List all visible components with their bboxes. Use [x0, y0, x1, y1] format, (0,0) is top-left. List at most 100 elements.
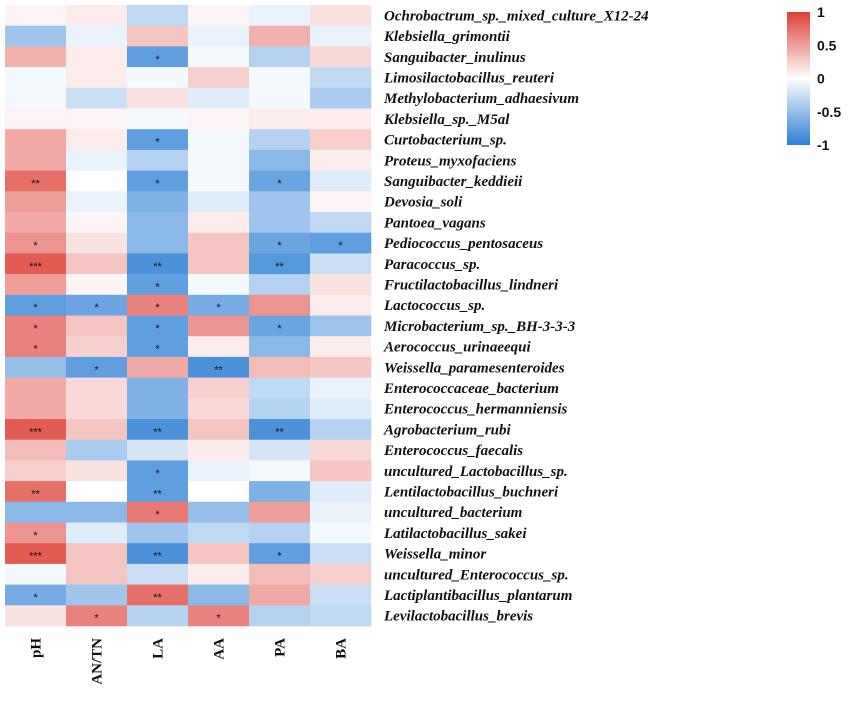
heatmap-cell [127, 67, 189, 89]
heatmap-cell [127, 377, 189, 399]
heatmap-cell [310, 605, 372, 627]
significance-marker: ** [153, 592, 162, 604]
heatmap-cell [310, 212, 372, 233]
heatmap-cell [188, 419, 250, 440]
heatmap-cell [310, 501, 372, 523]
heatmap-cell [310, 232, 372, 254]
heatmap-cell [188, 87, 250, 109]
heatmap-cell [249, 170, 311, 192]
row-label: Enterococcus_faecalis [383, 443, 523, 459]
heatmap-cell [127, 212, 189, 233]
row-label: Devosia_soli [383, 195, 463, 211]
heatmap-cell [249, 46, 311, 68]
colorbar-tick-label: 0.5 [817, 37, 837, 53]
significance-marker: * [33, 240, 38, 252]
heatmap-cell [66, 191, 128, 213]
heatmap-cell [188, 232, 250, 254]
heatmap-cell [310, 377, 372, 399]
heatmap-cell [249, 67, 311, 89]
heatmap-cell [66, 294, 128, 316]
heatmap-cell [249, 460, 311, 482]
heatmap-cell [66, 170, 128, 192]
row-label: uncultured_bacterium [384, 505, 522, 521]
heatmap-cell [310, 543, 372, 565]
heatmap-cell [127, 170, 189, 192]
heatmap-cell [188, 191, 250, 213]
significance-marker: * [277, 178, 282, 190]
heatmap-cell [310, 356, 372, 378]
heatmap-cell [127, 419, 189, 440]
heatmap-cell [5, 543, 67, 565]
colorbar [787, 12, 810, 145]
heatmap-cell [310, 5, 372, 26]
heatmap-cell [5, 481, 67, 503]
heatmap-cell [127, 253, 189, 275]
colorbar-tick-label: -1 [817, 137, 830, 153]
heatmap-cell [310, 87, 372, 109]
heatmap-cell [5, 170, 67, 192]
heatmap-cell [5, 129, 67, 151]
heatmap-cell [249, 336, 311, 358]
heatmap-cell [5, 25, 67, 47]
heatmap-cell [249, 232, 311, 254]
heatmap-cell [249, 563, 311, 585]
heatmap-cell [188, 543, 250, 565]
heatmap-cell [249, 274, 311, 296]
heatmap-cell [310, 522, 372, 544]
row-label: Enterococcus_hermanniensis [383, 402, 568, 418]
row-label: Sanguibacter_inulinus [384, 50, 526, 66]
heatmap-cell [310, 149, 372, 171]
heatmap-cell [188, 149, 250, 171]
heatmap-cell [249, 212, 311, 233]
column-label: pH [29, 638, 45, 658]
heatmap-cell [66, 377, 128, 399]
significance-marker: * [155, 323, 160, 335]
heatmap-cell [188, 481, 250, 503]
heatmap-cell [188, 563, 250, 585]
heatmap-cell [66, 501, 128, 523]
heatmap-cell [66, 398, 128, 420]
significance-marker: ** [153, 488, 162, 500]
heatmap-cell [5, 294, 67, 316]
column-label: AN/TN [90, 638, 106, 685]
heatmap-cell [5, 584, 67, 606]
heatmap-cell [127, 584, 189, 606]
heatmap-cell [249, 398, 311, 420]
heatmap-cell [188, 170, 250, 192]
heatmap-cell [66, 563, 128, 585]
heatmap-cell [127, 46, 189, 68]
heatmap-cell [310, 108, 372, 130]
heatmap-cell [188, 315, 250, 337]
significance-marker: * [155, 54, 160, 66]
heatmap-cell [5, 67, 67, 89]
heatmap-cell [127, 5, 189, 26]
heatmap-cell [249, 439, 311, 461]
heatmap-cell [310, 398, 372, 420]
significance-marker: * [338, 240, 343, 252]
heatmap-cell [5, 149, 67, 171]
row-label: Fructilactobacillus_lindneri [383, 277, 559, 293]
heatmap-cell [188, 377, 250, 399]
heatmap-cell [66, 315, 128, 337]
heatmap-cell [188, 522, 250, 544]
heatmap-cell [66, 212, 128, 233]
heatmap-cell [66, 419, 128, 440]
heatmap-cell [5, 522, 67, 544]
heatmap-cell [127, 356, 189, 378]
heatmap-cell [249, 25, 311, 47]
heatmap-cell [66, 522, 128, 544]
significance-marker: ** [153, 261, 162, 273]
heatmap-cell [5, 356, 67, 378]
heatmap-cell [127, 439, 189, 461]
heatmap-cell [188, 294, 250, 316]
row-label: Limosilactobacillus_reuteri [383, 70, 555, 86]
significance-marker: ** [31, 488, 40, 500]
heatmap-cell [5, 46, 67, 68]
significance-marker: * [33, 302, 38, 314]
row-label: Lactococcus_sp. [383, 298, 485, 314]
heatmap-cell [188, 46, 250, 68]
heatmap-cell [188, 336, 250, 358]
column-label: PA [273, 638, 289, 657]
heatmap-cell [66, 253, 128, 275]
